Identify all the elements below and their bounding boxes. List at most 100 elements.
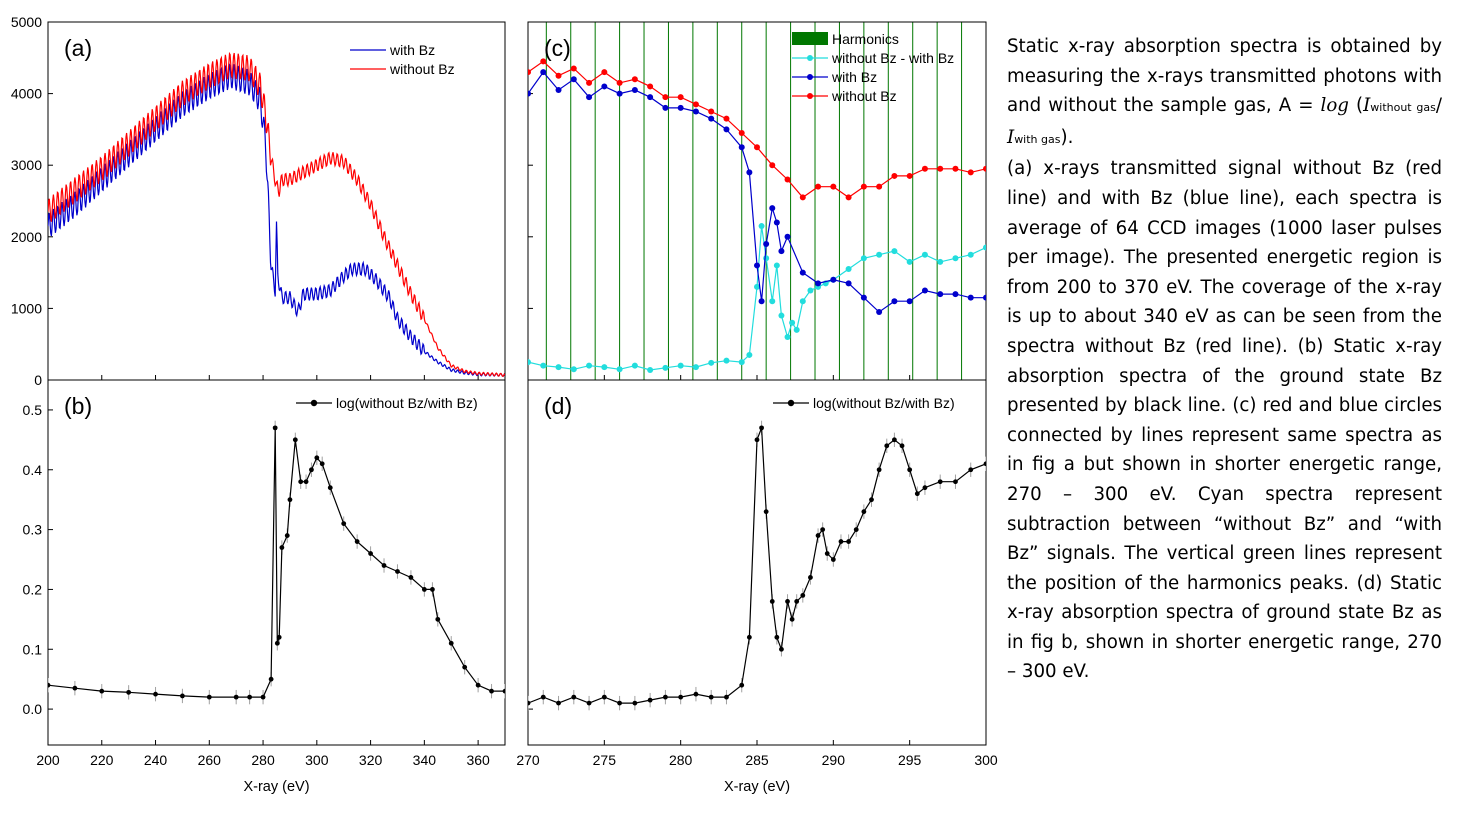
series-log-without-bz-with-bz-point	[475, 682, 481, 688]
series-without-bz-point	[860, 183, 867, 190]
y-tick-label: 0.2	[23, 581, 43, 597]
y-tick-label: 0	[34, 372, 42, 388]
series-with-bz-point	[754, 262, 760, 269]
series-log-without-bz-with-bz-point	[309, 467, 314, 473]
series-log-without-bz-with-bz-point	[754, 437, 760, 443]
y-tick-label: 5000	[11, 14, 42, 30]
axes-frame	[527, 21, 987, 381]
x-tick-label: 300	[305, 752, 329, 768]
series-log-without-bz-with-bz-point	[274, 640, 280, 646]
series-without-bz-point	[601, 69, 608, 76]
series-without-bz-with-bz-point	[555, 364, 562, 371]
series-log-without-bz-with-bz-point	[838, 539, 844, 544]
legend-label: with Bz	[389, 42, 435, 58]
caption-formula: A = log (Iwithout gas/ Iwith gas).	[1007, 95, 1442, 148]
series-log-without-bz-with-bz-point	[953, 479, 958, 485]
x-tick-label: 270	[516, 752, 540, 768]
plot-area	[528, 58, 986, 373]
x-tick-label: 280	[251, 752, 275, 768]
series-without-bz-point	[616, 79, 623, 86]
series-log-without-bz-with-bz-point	[287, 497, 293, 503]
legend-label: Harmonics	[832, 31, 899, 47]
plot-area	[48, 420, 505, 705]
panel-a: 0 1000 2000 3000 4000 5000 (a) with Bz without B…	[11, 14, 506, 388]
series-without-bz-point	[830, 183, 837, 190]
series-without-bz-with-bz-point	[601, 364, 608, 371]
series-without-bz-point	[570, 65, 577, 72]
legend-label: log(without Bz/with Bz)	[813, 395, 955, 411]
series-log-without-bz-with-bz-point	[759, 425, 764, 431]
y-tick-label: 3000	[11, 157, 42, 173]
series-log-without-bz-with-bz-point	[861, 509, 867, 515]
series-without-bz-with-bz-point	[631, 362, 638, 369]
x-tick-label: 295	[898, 752, 922, 768]
series-with-bz-point	[860, 294, 867, 301]
series-with-bz-point	[540, 69, 547, 76]
series-log-without-bz-with-bz-point	[774, 634, 780, 640]
series-log-without-bz-with-bz-point	[617, 700, 622, 706]
series-log-without-bz-with-bz-point	[435, 616, 441, 622]
panel-d: 270 275 280 285 290 295 300 X-ray (eV) (d) log(wi…	[516, 379, 998, 795]
series-without-bz-with-bz-point	[758, 223, 765, 230]
series-without-bz-with-bz-point	[763, 255, 770, 262]
series-with-bz-point	[763, 240, 770, 247]
series-log-without-bz-with-bz-point	[571, 694, 577, 700]
series-log-without-bz-with-bz-point	[279, 545, 285, 550]
series-log-without-bz-with-bz-point	[327, 485, 333, 491]
series-log-without-bz-with-bz-point	[746, 634, 752, 640]
panel-b: 0.0 0.1 0.2 0.3 0.4 0.5 200 220 240 260 280 300 320 3…	[23, 379, 506, 795]
legend: Harmonics without Bz - with Bz with Bz with…	[792, 31, 954, 104]
panel-c: (c) Harmonics without Bz - with Bz with Bz w…	[527, 21, 987, 381]
series-without-bz-with-bz-point	[586, 362, 593, 369]
axes-frame	[47, 379, 506, 746]
panel-label: (a)	[64, 35, 92, 61]
y-tick-label: 1000	[11, 300, 42, 316]
legend-marker	[310, 399, 318, 407]
series-log-without-bz-with-bz-point	[678, 694, 684, 700]
series-log-without-bz-with-bz-point	[846, 539, 851, 544]
series-log-without-bz-with-bz-point	[820, 527, 826, 532]
x-axis-label: X-ray (eV)	[724, 779, 790, 795]
series-with-bz-point	[784, 233, 791, 240]
series-log-without-bz-with-bz-point	[421, 587, 427, 592]
series-log-without-bz-with-bz-point	[319, 461, 325, 467]
series-without-bz-point	[769, 162, 776, 169]
series-with-bz-point	[723, 126, 730, 133]
series-without-bz-with-bz-line	[528, 226, 986, 371]
series-log-without-bz-with-bz-point	[268, 676, 274, 682]
series-without-bz-point	[540, 58, 547, 65]
series-without-bz-with-bz-point	[570, 366, 577, 373]
x-tick-label: 290	[822, 752, 846, 768]
series-log-without-bz-with-bz-point	[314, 455, 320, 461]
series-without-bz-with-bz-point	[738, 359, 745, 366]
series-without-bz-point	[906, 172, 913, 179]
series-with-bz-point	[758, 298, 765, 305]
panel-label: (d)	[544, 393, 572, 419]
series-with-bz-point	[662, 104, 669, 111]
x-tick-label: 300	[974, 752, 998, 768]
series-log-without-bz-with-bz-point	[763, 509, 769, 515]
series-with-bz-point	[952, 291, 959, 298]
x-tick-label: 280	[669, 752, 693, 768]
series-without-bz-with-bz-point	[540, 362, 547, 369]
series-log-without-bz-with-bz-point	[298, 479, 304, 485]
series-without-bz-with-bz-point	[662, 364, 669, 371]
series-with-bz-line	[48, 62, 505, 378]
series-without-bz-with-bz-point	[967, 251, 974, 258]
legend-label: without Bz	[389, 61, 455, 77]
series-log-without-bz-with-bz-point	[779, 646, 784, 652]
series-log-without-bz-with-bz-line	[48, 427, 505, 698]
series-without-bz-with-bz-point	[708, 359, 715, 366]
series-log-without-bz-with-bz-point	[292, 437, 298, 443]
series-without-bz-with-bz-point	[937, 258, 944, 265]
series-log-without-bz-with-bz-point	[368, 551, 373, 556]
series-log-without-bz-with-bz-point	[528, 700, 531, 706]
series-with-bz-point	[815, 280, 822, 287]
series-log-without-bz-with-bz-point	[72, 685, 78, 691]
series-log-without-bz-with-bz-point	[303, 479, 309, 485]
series-without-bz-point	[799, 194, 806, 201]
y-tick-label: 2000	[11, 229, 42, 245]
series-without-bz-with-bz-point	[773, 262, 780, 269]
series-without-bz-with-bz-point	[860, 255, 867, 262]
series-with-bz-point	[601, 83, 608, 90]
